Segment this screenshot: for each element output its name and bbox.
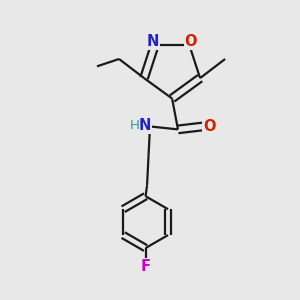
Text: O: O: [184, 34, 197, 49]
Text: O: O: [203, 119, 216, 134]
Text: N: N: [139, 118, 151, 134]
Text: F: F: [141, 259, 151, 274]
Text: N: N: [147, 34, 160, 49]
Text: H: H: [130, 119, 139, 132]
